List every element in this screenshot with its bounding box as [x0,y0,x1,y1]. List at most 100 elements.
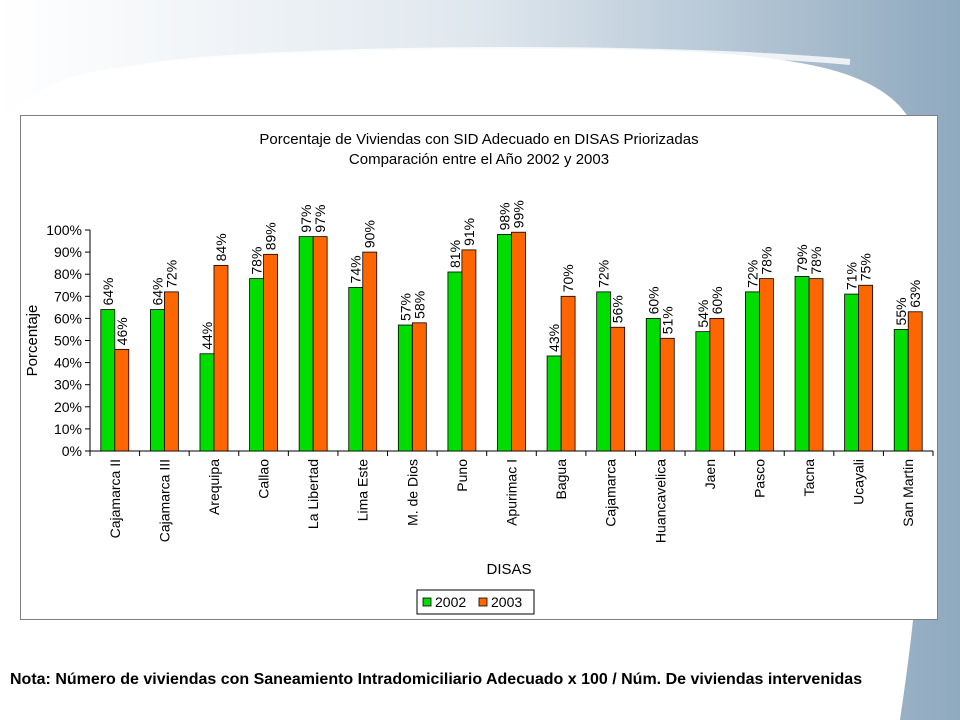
x-tick-label: Callao [256,459,272,499]
bar-2003 [312,236,328,452]
bar-2002 [100,309,116,452]
bar-2002 [893,329,909,452]
data-label-2002: 98% [497,202,513,230]
data-label-2003: 99% [511,200,527,228]
bar-2003 [163,291,179,452]
data-label-2002: 43% [546,324,562,352]
bar-2002 [298,236,314,452]
x-tick-label: Lima Este [355,459,371,521]
bar-2003 [461,249,477,452]
legend-swatch-2002 [422,597,432,607]
legend-label-2003: 2003 [491,594,522,610]
bar-2003 [759,278,774,452]
background-curve [0,47,851,132]
bar-2003 [659,337,675,452]
x-tick-label: Apurimac I [504,459,520,526]
bar-2002 [645,317,661,452]
data-label-2002: 60% [645,286,661,314]
x-tick-label: Ucayali [851,459,867,505]
y-tick-label: 20% [54,399,82,415]
x-axis-label: DISAS [486,561,531,578]
bar-2002 [695,331,711,452]
data-label-2002: 79% [794,244,810,272]
data-label-2003: 89% [263,222,279,250]
bar-2002 [596,291,612,452]
data-label-2003: 91% [461,218,477,246]
bar-2003 [560,295,576,452]
y-tick-label: 0% [62,443,82,459]
data-label-2003: 58% [411,291,427,319]
x-tick-label: Cajamarca II [107,459,123,538]
bar-2002 [794,276,810,452]
y-tick-label: 50% [54,333,82,349]
data-label-2002: 64% [100,278,116,306]
footnote: Nota: Número de viviendas con Saneamient… [10,671,863,688]
y-tick-label: 60% [54,310,82,326]
bar-2002 [397,324,413,452]
bar-2003 [411,322,427,452]
data-label-2003: 60% [709,286,725,314]
bar-2002 [546,355,562,452]
data-label-2002: 54% [695,300,711,328]
data-label-2003: 70% [560,264,576,292]
chart-svg: Porcentaje de Viviendas con SID Adecuado… [24,131,934,615]
legend-label-2002: 2002 [435,594,466,610]
x-tick-label: M. de Dios [404,459,420,526]
bar-2003 [709,317,725,452]
data-label-2002: 78% [249,247,265,275]
data-label-2002: 74% [348,255,364,283]
bar-2003 [907,311,923,452]
x-tick-label: La Libertad [305,459,321,529]
y-tick-label: 30% [54,377,82,393]
bar-2003 [114,348,130,452]
bar-2002 [199,353,215,452]
x-tick-label: Jaen [702,459,718,489]
y-tick-label: 70% [54,288,82,304]
x-tick-label: Cajamarca III [156,459,172,542]
x-tick-label: Tacna [801,459,817,497]
data-label-2003: 97% [312,205,328,233]
y-tick-label: 90% [54,244,82,260]
data-label-2003: 56% [610,295,626,323]
data-label-2002: 97% [298,205,314,233]
chart-subtitle: Comparación entre el Año 2002 y 2003 [349,151,609,168]
bar-2003 [213,264,229,452]
data-label-2003: 75% [858,253,874,281]
bar-2002 [497,234,512,452]
bar-2002 [149,309,165,452]
y-axis-label: Porcentaje [24,305,41,377]
y-tick-label: 40% [54,355,82,371]
y-tick-label: 80% [54,266,82,282]
data-label-2002: 57% [397,293,413,321]
data-label-2002: 72% [596,260,612,288]
data-label-2003: 46% [114,317,130,345]
data-label-2003: 63% [907,280,923,308]
bar-2002 [844,293,860,452]
data-label-2002: 55% [893,297,909,325]
data-label-2003: 90% [362,220,378,248]
legend-swatch-2003 [478,597,488,607]
data-label-2003: 84% [213,233,229,261]
bar-2002 [249,278,264,452]
bar-2003 [362,251,378,452]
bar-2003 [511,231,526,452]
bar-2003 [858,284,874,452]
data-label-2003: 72% [163,260,179,288]
bar-2002 [745,291,760,452]
data-label-2002: 72% [744,260,760,288]
y-tick-label: 10% [54,421,82,437]
bar-2003 [610,326,626,452]
bar-2002 [447,271,463,452]
chart-title: Porcentaje de Viviendas con SID Adecuado… [259,131,698,148]
bar-2002 [348,287,364,452]
bar-2003 [263,253,278,452]
y-tick-label: 100% [46,222,82,238]
chart-frame: Porcentaje de Viviendas con SID Adecuado… [20,115,938,620]
x-tick-label: Cajamarca [603,459,619,527]
data-label-2002: 81% [447,240,463,268]
data-label-2002: 44% [199,322,215,350]
bar-2003 [808,278,824,452]
data-label-2002: 64% [149,278,165,306]
x-tick-label: Pasco [751,459,767,498]
